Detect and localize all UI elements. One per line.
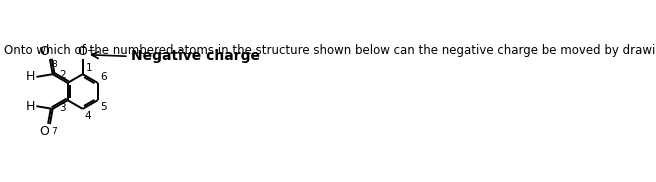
Text: 2: 2 <box>60 70 66 80</box>
Text: 5: 5 <box>100 102 107 112</box>
Text: 3: 3 <box>60 103 66 113</box>
Text: O: O <box>39 45 49 58</box>
Text: 7: 7 <box>51 127 57 136</box>
Text: −: − <box>87 46 96 56</box>
Text: H: H <box>26 100 35 113</box>
Text: H: H <box>26 70 35 83</box>
Text: 6: 6 <box>100 72 107 82</box>
Text: Onto which of the numbered atoms in the structure shown below can the negative c: Onto which of the numbered atoms in the … <box>3 44 656 57</box>
Text: Negative charge: Negative charge <box>131 49 260 63</box>
Text: 8: 8 <box>51 60 57 69</box>
Text: O: O <box>78 45 88 58</box>
Text: O: O <box>39 125 49 138</box>
Text: 4: 4 <box>85 110 91 120</box>
Text: 1: 1 <box>85 63 92 73</box>
